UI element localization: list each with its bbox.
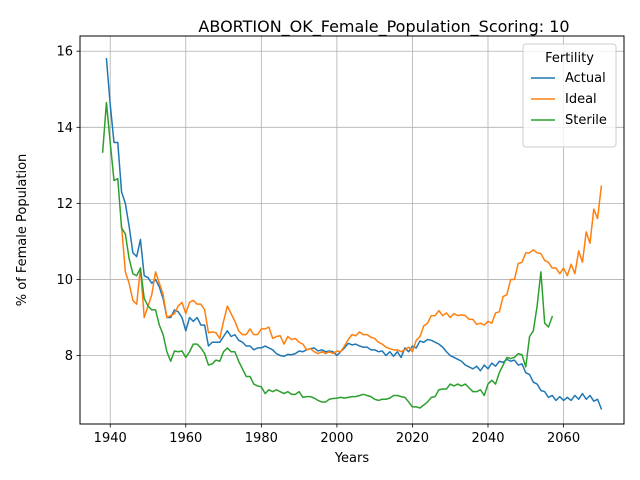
y-tick-label: 8 — [65, 349, 73, 364]
y-tick-label: 14 — [56, 121, 73, 136]
chart-title: ABORTION_OK_Female_Population_Scoring: 1… — [198, 17, 569, 37]
x-tick-label: 1960 — [169, 431, 202, 446]
legend-label-ideal: Ideal — [565, 92, 597, 107]
x-tick-label: 2060 — [547, 431, 580, 446]
y-tick-label: 10 — [56, 273, 73, 288]
y-tick-label: 12 — [56, 197, 73, 212]
y-axis-title: % of Female Population — [15, 154, 30, 307]
x-tick-label: 2000 — [320, 431, 353, 446]
y-tick-label: 16 — [56, 45, 73, 60]
x-tick-label: 2020 — [396, 431, 429, 446]
legend-label-actual: Actual — [565, 71, 606, 86]
x-axis-title: Years — [334, 451, 370, 466]
x-tick-label: 2040 — [471, 431, 504, 446]
legend-title: Fertility — [545, 51, 594, 66]
x-tick-label: 1940 — [94, 431, 127, 446]
x-tick-label: 1980 — [245, 431, 278, 446]
legend-label-sterile: Sterile — [565, 113, 607, 128]
legend: Fertility Actual Ideal Sterile — [523, 44, 616, 147]
